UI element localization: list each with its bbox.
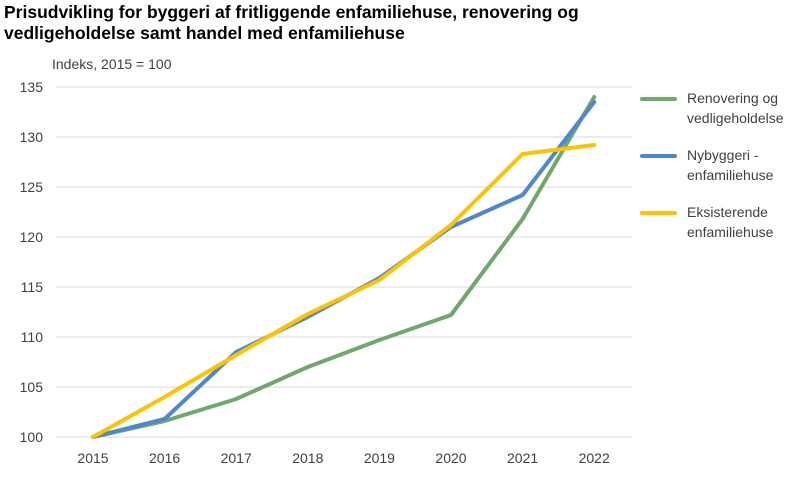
legend-swatch-nybyggeri [640,154,677,158]
y-tick-label: 105 [20,379,44,395]
legend-label-renovering: Renovering og vedligeholdelse [687,90,784,126]
y-tick-label: 130 [20,129,44,145]
gridlines [56,86,632,438]
x-tick-label: 2015 [77,450,108,466]
chart-title-line-1: Prisudvikling for byggeri af fritliggend… [4,2,579,22]
x-tick-label: 2019 [364,450,395,466]
y-tick-label: 115 [21,279,44,295]
legend-label-nybyggeri: Nybyggeri - enfamiliehuse [687,147,774,183]
y-axis-ticks: 100 105 110 115 120 125 130 135 [20,79,44,445]
series-line-eksisterende [91,143,597,439]
legend: Renovering og vedligeholdelse Nybyggeri … [640,88,800,259]
chart-title: Prisudvikling for byggeri af fritliggend… [4,2,784,44]
y-tick-label: 135 [20,79,44,95]
x-tick-label: 2017 [221,450,252,466]
y-tick-label: 110 [21,329,44,345]
x-tick-label: 2018 [292,450,323,466]
x-tick-label: 2021 [507,450,538,466]
x-tick-label: 2022 [579,450,610,466]
y-axis-label: Indeks, 2015 = 100 [52,56,172,72]
chart-title-line-2: vedligeholdelse samt handel med enfamili… [4,23,405,43]
legend-item-nybyggeri: Nybyggeri - enfamiliehuse [640,145,800,199]
y-tick-label: 100 [20,429,44,445]
x-tick-label: 2016 [149,450,180,466]
y-tick-label: 125 [20,179,44,195]
series-line-renovering [91,95,597,439]
y-tick-label: 120 [20,229,44,245]
series-lines [91,95,597,439]
legend-item-renovering: Renovering og vedligeholdelse [640,88,800,142]
x-axis-ticks: 2015 2016 2017 2018 2019 2020 2021 2022 [77,450,610,466]
legend-item-eksisterende: Eksisterende enfamiliehuse [640,202,800,256]
legend-swatch-renovering [640,97,677,101]
legend-swatch-eksisterende [640,211,677,215]
legend-label-eksisterende: Eksisterende enfamiliehuse [687,204,774,240]
x-tick-label: 2020 [435,450,466,466]
